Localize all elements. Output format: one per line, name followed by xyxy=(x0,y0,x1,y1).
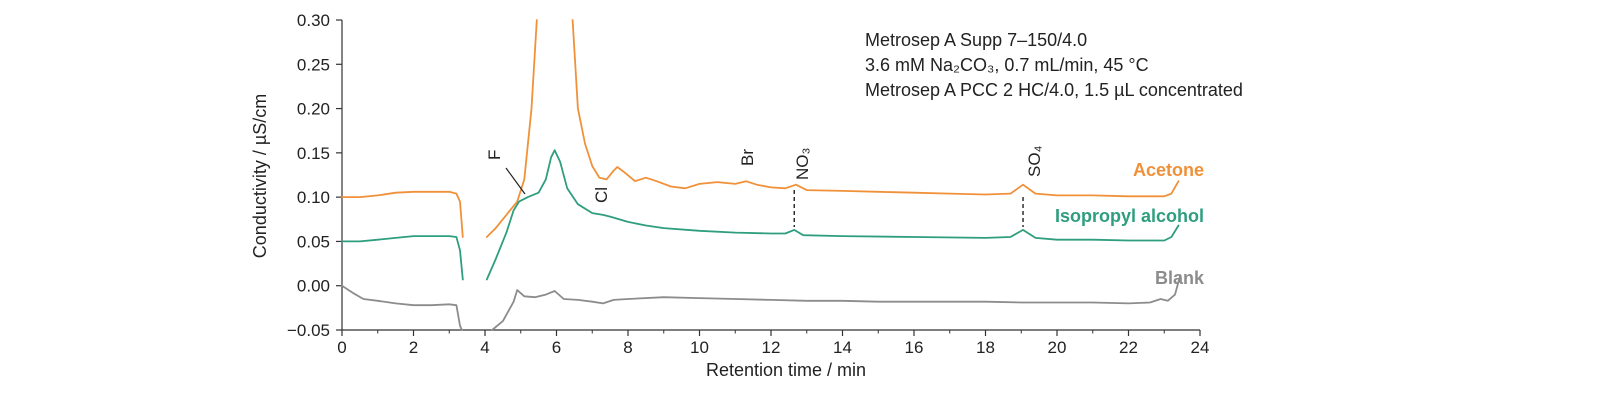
y-tick-label: 0.05 xyxy=(297,232,330,251)
x-tick-label: 4 xyxy=(480,338,489,357)
series-label: Blank xyxy=(1155,268,1205,288)
x-tick-label: 22 xyxy=(1119,338,1138,357)
x-tick-label: 20 xyxy=(1048,338,1067,357)
y-tick-label: 0.15 xyxy=(297,144,330,163)
y-tick-label: 0.20 xyxy=(297,100,330,119)
x-tick-label: 0 xyxy=(337,338,346,357)
series-labels: Acetone Isopropyl alcohol Blank xyxy=(1055,160,1205,288)
x-tick-label: 18 xyxy=(976,338,995,357)
series-line xyxy=(341,284,463,331)
y-tick-label: 0.00 xyxy=(297,277,330,296)
series-label: Acetone xyxy=(1133,160,1204,180)
series-line xyxy=(491,274,1182,331)
method-info-line: 3.6 mM Na₂CO₃, 0.7 mL/min, 45 °C xyxy=(865,55,1149,75)
x-tick-label: 6 xyxy=(552,338,561,357)
series-line xyxy=(571,19,1180,198)
y-tick-label: 0.10 xyxy=(297,188,330,207)
peak-labels: F Cl Br NO₃ SO₄ xyxy=(485,145,1044,227)
axes: 0 2 4 6 8 10 12 14 16 18 20 22 240.300.250.200.150.1… xyxy=(287,11,1209,357)
y-tick-label: −0.05 xyxy=(287,321,330,340)
series-line xyxy=(341,235,464,281)
peak-label: NO₃ xyxy=(793,148,812,180)
peak-label: Br xyxy=(738,149,757,166)
series-acetone xyxy=(341,19,1180,238)
x-tick-label: 2 xyxy=(409,338,418,357)
series-blank xyxy=(341,274,1182,331)
peak-label: F xyxy=(485,150,504,160)
peak-f-leader xyxy=(505,167,526,195)
peak-label: SO₄ xyxy=(1025,145,1044,177)
series-line xyxy=(341,190,464,238)
series-layer xyxy=(341,19,1182,331)
x-axis-title: Retention time / min xyxy=(706,360,866,380)
y-tick-label: 0.30 xyxy=(297,11,330,30)
x-tick-label: 12 xyxy=(762,338,781,357)
y-axis-title: Conductivity / µS/cm xyxy=(250,94,270,258)
method-info-line: Metrosep A PCC 2 HC/4.0, 1.5 µL concentr… xyxy=(865,80,1243,100)
method-info-line: Metrosep A Supp 7–150/4.0 xyxy=(865,30,1087,50)
x-tick-label: 8 xyxy=(623,338,632,357)
method-info: Metrosep A Supp 7–150/4.0 3.6 mM Na₂CO₃, … xyxy=(865,30,1243,100)
series-isopropyl-alcohol xyxy=(341,149,1180,281)
y-tick-label: 0.25 xyxy=(297,55,330,74)
series-label: Isopropyl alcohol xyxy=(1055,206,1204,226)
x-tick-label: 14 xyxy=(833,338,852,357)
series-line xyxy=(485,19,538,238)
x-tick-label: 24 xyxy=(1191,338,1210,357)
peak-label: Cl xyxy=(592,187,611,203)
x-tick-label: 10 xyxy=(690,338,709,357)
series-line xyxy=(485,149,1180,281)
x-tick-label: 16 xyxy=(905,338,924,357)
